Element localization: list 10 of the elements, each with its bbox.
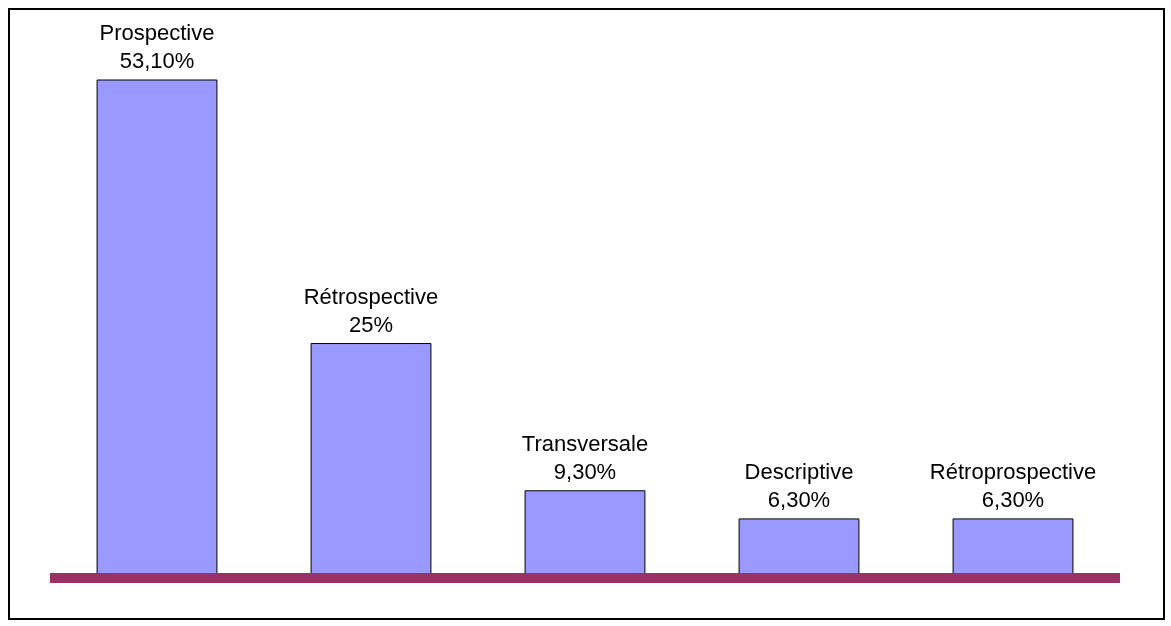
x-tick-label: Rétrospective: [303, 283, 439, 309]
data-label: 6,30%: [981, 486, 1045, 512]
x-tick-label: Transversale: [521, 430, 649, 456]
x-tick-label: Rétroprospective: [929, 458, 1097, 484]
data-label: 6,30%: [767, 486, 831, 512]
x-tick-label: Prospective: [99, 20, 215, 45]
x-tick-label: Descriptive: [744, 458, 854, 484]
data-label: 25%: [348, 311, 394, 337]
data-label: 9,30%: [553, 458, 617, 484]
data-label: 53,10%: [119, 48, 195, 73]
